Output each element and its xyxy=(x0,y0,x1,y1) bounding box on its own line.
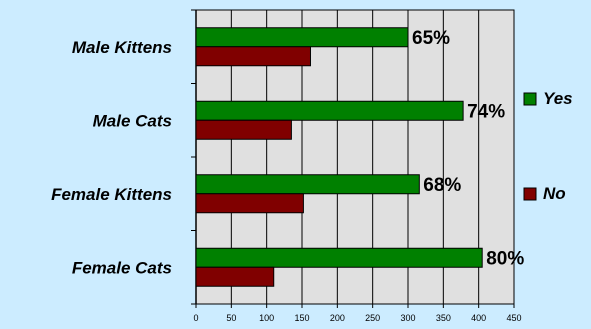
category-label: Male Cats xyxy=(93,111,172,130)
x-tick-label: 200 xyxy=(330,313,345,323)
bar-no xyxy=(195,193,304,214)
legend-swatch xyxy=(523,92,537,106)
category-label: Female Kittens xyxy=(51,185,172,204)
x-tick-label: 50 xyxy=(226,313,236,323)
data-label: 65% xyxy=(412,28,450,49)
x-tick-label: 400 xyxy=(471,313,486,323)
x-tick-label: 0 xyxy=(193,313,198,323)
x-tick-label: 100 xyxy=(259,313,274,323)
legend-swatch xyxy=(523,187,537,201)
x-tick-label: 250 xyxy=(365,313,380,323)
legend-label: Yes xyxy=(543,89,573,108)
x-tick-label: 300 xyxy=(400,313,415,323)
bar-yes xyxy=(195,247,483,268)
bar-no xyxy=(195,119,292,140)
bar-no xyxy=(195,46,311,67)
legend-label: No xyxy=(543,184,566,203)
x-tick-label: 450 xyxy=(506,313,521,323)
x-tick-label: 350 xyxy=(436,313,451,323)
data-label: 74% xyxy=(467,101,505,122)
bar-yes xyxy=(195,174,420,195)
data-label: 68% xyxy=(423,175,461,196)
data-label: 80% xyxy=(486,248,524,269)
category-label: Female Cats xyxy=(72,258,172,277)
bar-yes xyxy=(195,27,409,48)
bar-yes xyxy=(195,100,464,121)
x-tick-label: 150 xyxy=(294,313,309,323)
bar-no xyxy=(195,266,275,287)
category-label: Male Kittens xyxy=(72,38,172,57)
